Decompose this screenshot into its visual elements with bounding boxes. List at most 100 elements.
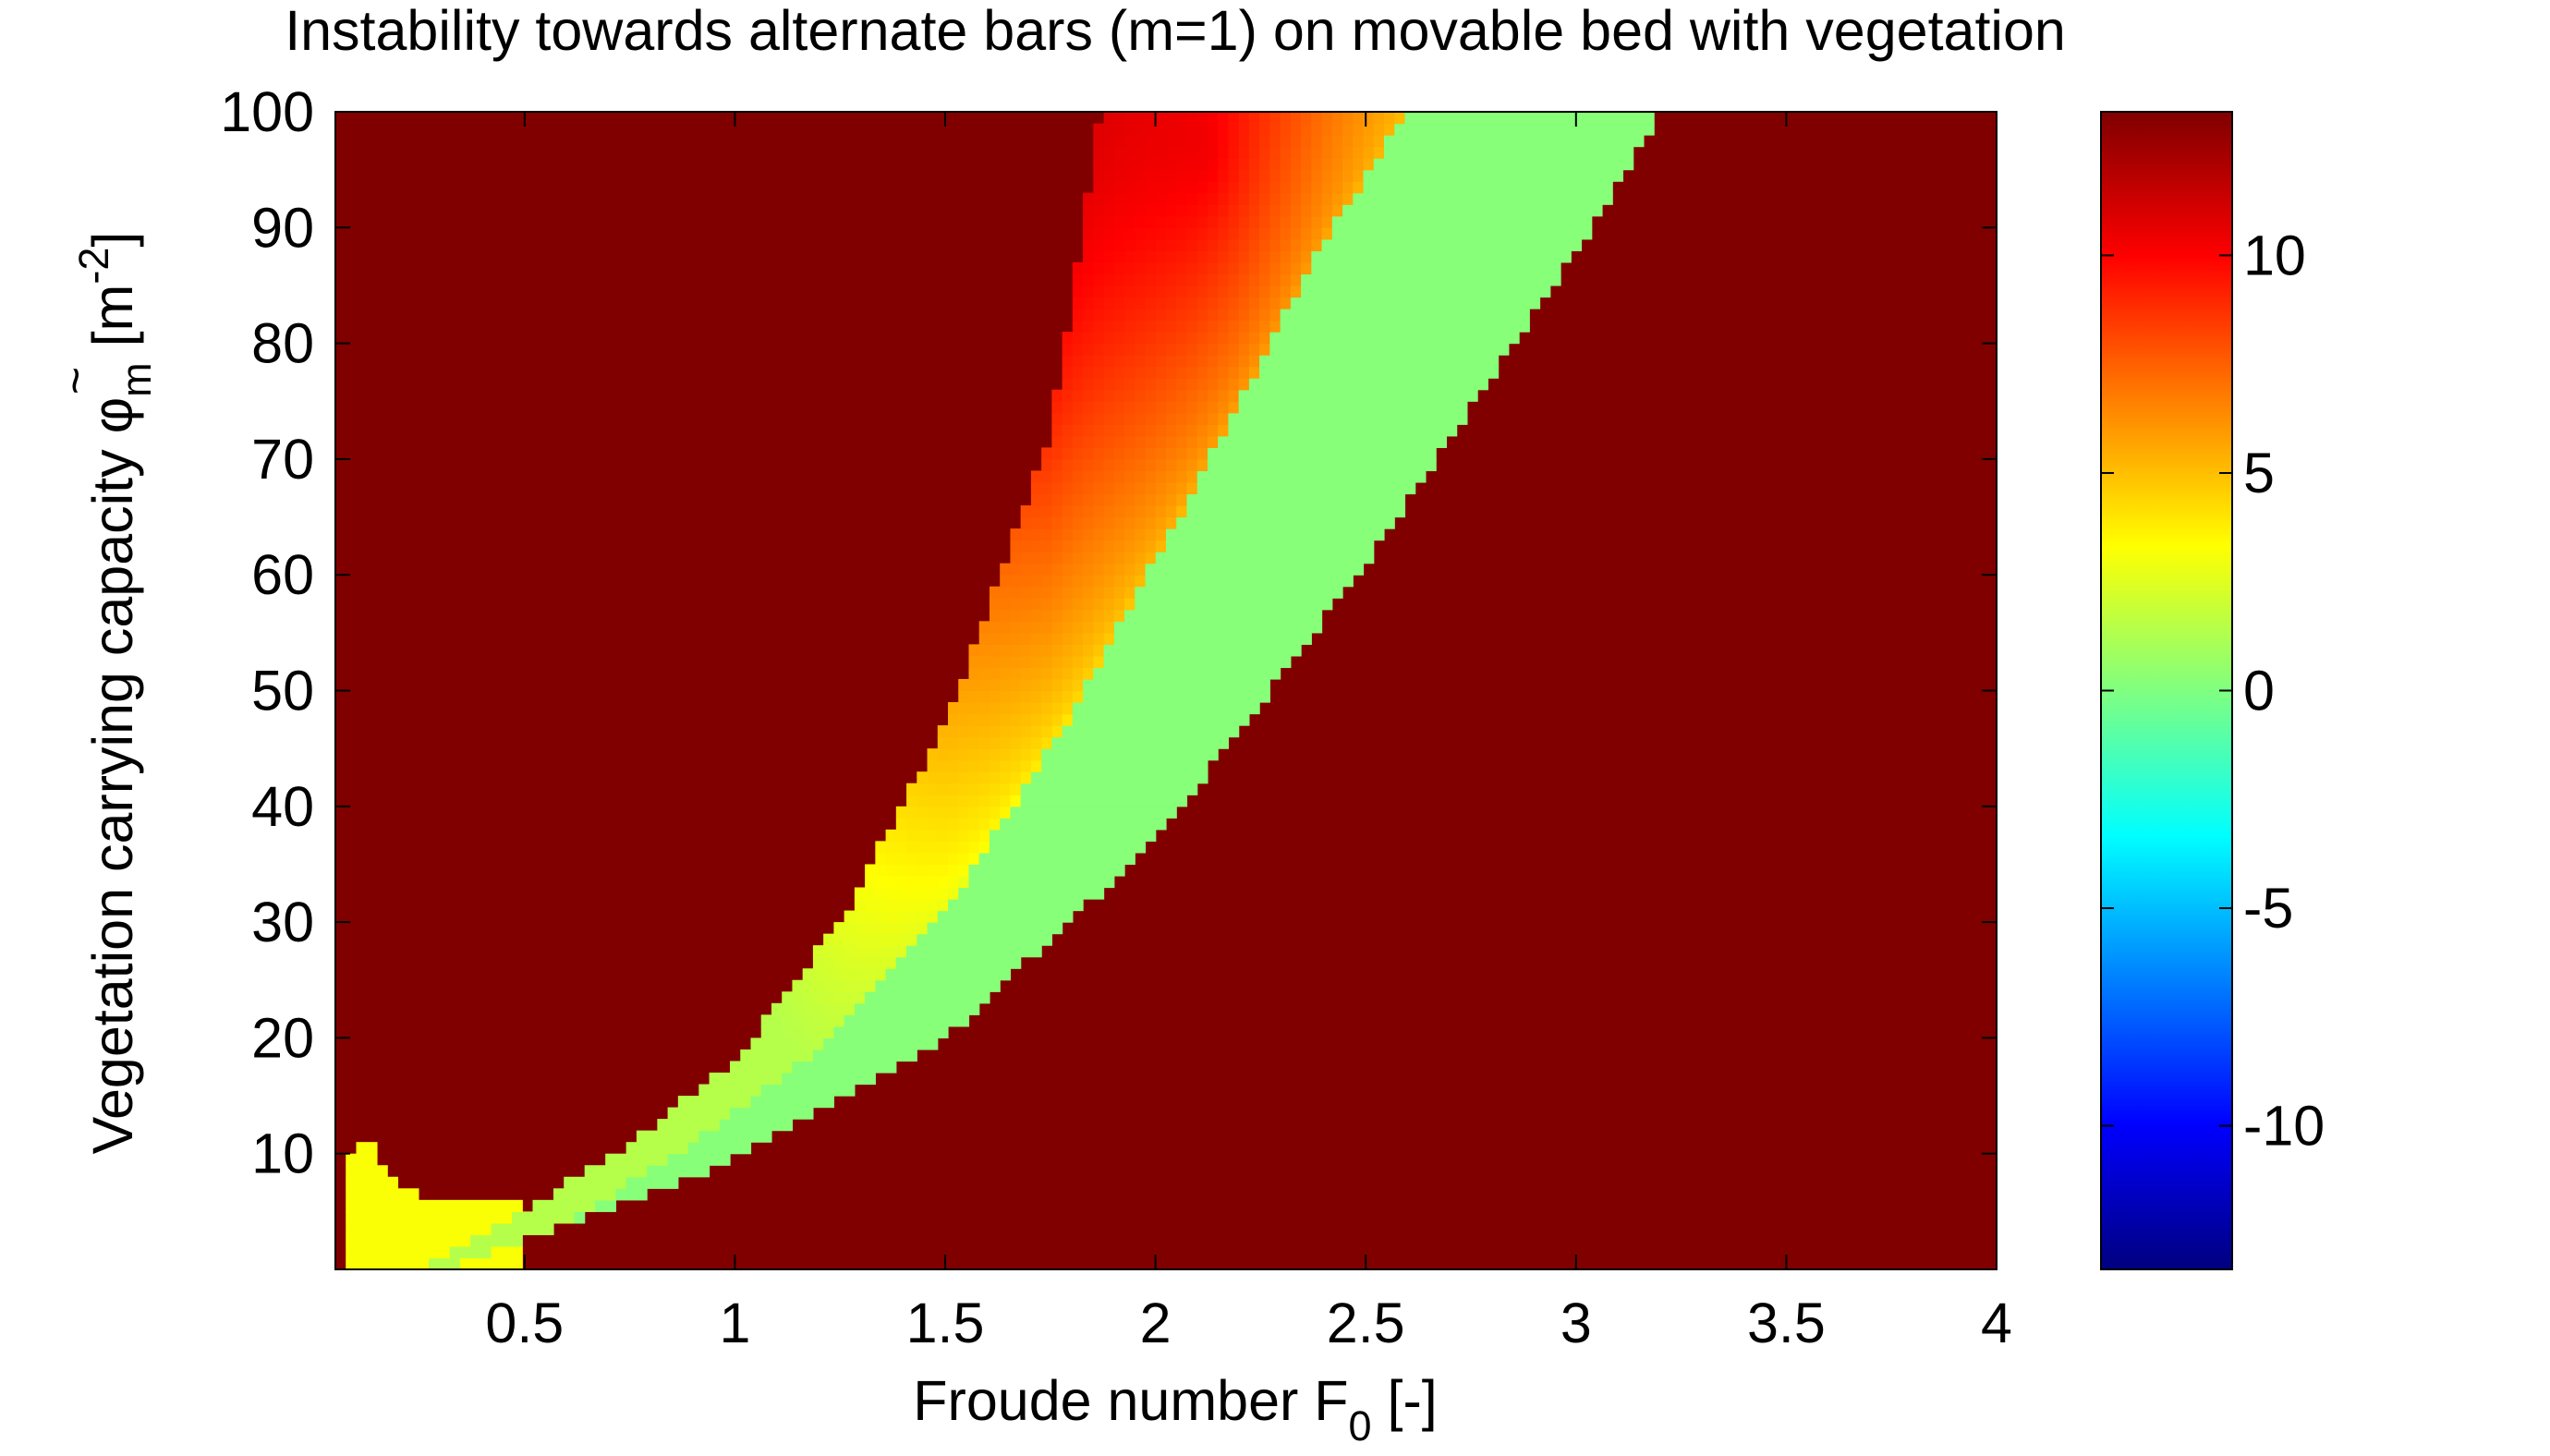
heatmap-cell bbox=[906, 852, 917, 866]
heatmap-cell bbox=[1207, 135, 1219, 148]
heatmap-cell bbox=[875, 968, 887, 981]
heatmap-cell bbox=[1196, 135, 1208, 148]
heatmap-cell bbox=[1072, 575, 1084, 588]
heatmap-cell bbox=[1176, 192, 1188, 205]
heatmap-cell bbox=[1103, 528, 1115, 541]
heatmap-cell bbox=[1228, 309, 1240, 322]
heatmap-cell bbox=[1103, 261, 1115, 275]
heatmap-cell bbox=[1072, 528, 1084, 541]
heatmap-cell bbox=[1093, 458, 1105, 472]
heatmap-cell bbox=[1113, 621, 1323, 634]
heatmap-cell bbox=[1155, 273, 1167, 286]
heatmap-cell bbox=[1051, 412, 1063, 425]
heatmap-cell bbox=[1124, 563, 1135, 576]
heatmap-cell bbox=[1269, 273, 1281, 286]
heatmap-cell bbox=[1093, 192, 1105, 205]
heatmap-cell bbox=[1145, 309, 1157, 322]
heatmap-cell bbox=[709, 1072, 783, 1086]
heatmap-cell bbox=[875, 922, 887, 935]
heatmap-cell bbox=[1145, 273, 1157, 286]
heatmap-cell bbox=[812, 1049, 917, 1062]
heatmap-cell bbox=[1373, 112, 1385, 125]
heatmap-cell bbox=[1072, 563, 1084, 576]
heatmap-cell bbox=[1196, 343, 1208, 356]
heatmap-cell bbox=[1113, 401, 1125, 414]
heatmap-cell bbox=[1020, 609, 1032, 622]
heatmap-cell bbox=[1186, 378, 1198, 391]
heatmap-cell bbox=[1155, 250, 1167, 263]
heatmap-cell bbox=[885, 864, 897, 877]
heatmap-cell bbox=[1020, 598, 1032, 611]
heatmap-cell bbox=[792, 1014, 804, 1027]
heatmap-cell bbox=[1186, 355, 1198, 368]
heatmap-cell bbox=[958, 736, 970, 749]
heatmap-cell bbox=[1176, 343, 1188, 356]
colorbar-tick-label: -5 bbox=[2243, 877, 2293, 940]
heatmap-cell bbox=[760, 1084, 856, 1097]
heatmap-cell bbox=[719, 1119, 794, 1132]
heatmap-cell bbox=[1228, 112, 1240, 125]
heatmap-cell bbox=[1103, 238, 1115, 251]
heatmap-cell bbox=[1010, 736, 1022, 749]
heatmap-cell bbox=[1207, 320, 1219, 333]
heatmap-cell bbox=[885, 852, 897, 866]
heatmap-cell bbox=[1010, 771, 1022, 784]
heatmap-cell bbox=[1155, 447, 1167, 460]
heatmap-cell bbox=[1062, 447, 1074, 460]
heatmap-cell bbox=[1145, 238, 1157, 251]
heatmap-cell bbox=[1238, 123, 1250, 136]
heatmap-cell bbox=[1155, 401, 1167, 414]
heatmap-cell bbox=[1124, 447, 1135, 460]
heatmap-cell bbox=[1145, 481, 1157, 495]
heatmap-cell bbox=[1083, 343, 1094, 356]
heatmap-cell bbox=[948, 887, 959, 900]
y-tick-label: 10 bbox=[251, 1122, 314, 1185]
heatmap-cell bbox=[1218, 378, 1230, 391]
heatmap-cell bbox=[1000, 736, 1012, 749]
y-tick-label: 100 bbox=[220, 80, 314, 143]
heatmap-cell bbox=[1135, 238, 1147, 251]
heatmap-cell bbox=[1103, 424, 1115, 437]
heatmap-cell bbox=[1145, 563, 1365, 576]
colorbar-tick-label: -10 bbox=[2243, 1095, 2325, 1158]
heatmap-cell bbox=[1051, 481, 1063, 495]
heatmap-cell bbox=[1000, 575, 1012, 588]
heatmap-cell bbox=[1259, 169, 1270, 182]
heatmap-cell bbox=[865, 910, 876, 923]
heatmap-cell bbox=[1093, 204, 1105, 217]
heatmap-cell bbox=[1248, 250, 1260, 263]
heatmap-cell bbox=[1000, 586, 1012, 599]
heatmap-cell bbox=[1062, 702, 1074, 715]
heatmap-cell bbox=[1051, 424, 1063, 437]
heatmap-cell bbox=[1248, 215, 1260, 228]
heatmap-cell bbox=[1248, 227, 1260, 240]
heatmap-cell bbox=[1083, 563, 1094, 576]
heatmap-cell bbox=[1135, 135, 1147, 148]
heatmap-cell bbox=[1124, 297, 1135, 309]
heatmap-cell bbox=[1072, 609, 1084, 622]
heatmap-cell bbox=[1269, 309, 1281, 322]
heatmap-cell bbox=[1342, 158, 1354, 171]
heatmap-cell bbox=[1135, 412, 1147, 425]
heatmap-cell bbox=[1135, 540, 1147, 552]
heatmap-cell bbox=[1113, 552, 1125, 564]
heatmap-cell bbox=[1155, 215, 1167, 228]
heatmap-cell bbox=[1166, 332, 1177, 345]
heatmap-cell bbox=[1000, 563, 1012, 576]
heatmap-cell bbox=[978, 644, 990, 657]
heatmap-cell bbox=[1145, 146, 1157, 159]
heatmap-cell bbox=[615, 1188, 648, 1201]
heatmap-cell bbox=[968, 783, 980, 795]
heatmap-cell bbox=[1041, 748, 1219, 761]
heatmap-cell bbox=[1020, 655, 1032, 669]
heatmap-cell bbox=[1062, 516, 1074, 529]
heatmap-cell bbox=[1280, 158, 1292, 171]
heatmap-cell bbox=[1166, 343, 1177, 356]
heatmap-cell bbox=[1010, 644, 1022, 657]
heatmap-cell bbox=[1083, 297, 1094, 309]
heatmap-cell bbox=[1155, 112, 1167, 125]
heatmap-cell bbox=[1113, 470, 1125, 483]
heatmap-cell bbox=[449, 1245, 492, 1259]
heatmap-cell bbox=[1000, 667, 1012, 680]
heatmap-cell bbox=[844, 910, 856, 923]
